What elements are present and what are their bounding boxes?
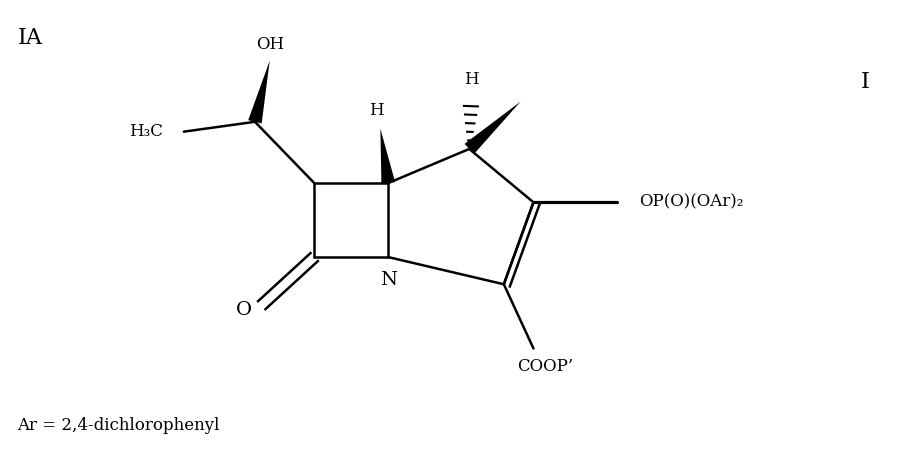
Text: H₃C: H₃C — [130, 123, 163, 140]
Text: Ar = 2,4-dichlorophenyl: Ar = 2,4-dichlorophenyl — [17, 417, 220, 434]
Text: COOP’: COOP’ — [518, 358, 573, 375]
Text: I: I — [861, 71, 869, 93]
Polygon shape — [381, 129, 395, 184]
Text: OH: OH — [256, 36, 284, 53]
Text: H: H — [369, 103, 383, 119]
Polygon shape — [248, 61, 270, 123]
Text: OP(O)(OAr)₂: OP(O)(OAr)₂ — [639, 194, 743, 211]
Text: O: O — [236, 301, 252, 319]
Text: N: N — [380, 271, 397, 289]
Polygon shape — [464, 102, 520, 154]
Text: H: H — [464, 71, 479, 88]
Text: IA: IA — [17, 27, 42, 50]
